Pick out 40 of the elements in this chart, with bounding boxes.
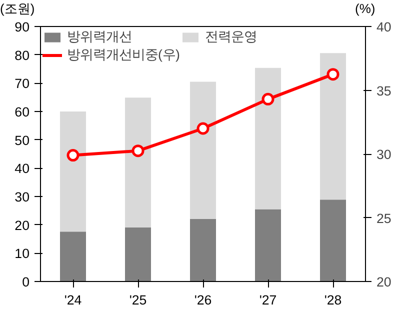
point bbox=[132, 144, 144, 158]
point bbox=[196, 122, 210, 135]
y-tick-label: 0 bbox=[22, 274, 30, 290]
bar bbox=[190, 82, 216, 219]
bar bbox=[60, 232, 86, 282]
y-tick-label: 50 bbox=[14, 132, 30, 148]
y-tick-label: 30 bbox=[14, 190, 30, 204]
bar bbox=[60, 112, 86, 232]
y2-tick-label: 20 bbox=[376, 274, 392, 290]
bar bbox=[320, 200, 346, 282]
x-tick-label: '24 bbox=[64, 292, 82, 308]
x-tick-label: '25 bbox=[129, 292, 147, 308]
legend-label: 방위력개선비중(우) bbox=[67, 46, 180, 64]
y-axis-title: (조원) bbox=[0, 0, 35, 18]
y-tick-label: 80 bbox=[14, 48, 30, 63]
y-tick-label: 90 bbox=[14, 20, 30, 34]
x-tick-label: '27 bbox=[259, 292, 277, 308]
y-tick-label: 70 bbox=[14, 76, 30, 92]
bar bbox=[320, 53, 346, 200]
y2-axis-title: (%) bbox=[355, 0, 376, 18]
y-tick-label: 20 bbox=[14, 218, 30, 233]
point bbox=[262, 92, 274, 106]
legend-label: 전력운영 bbox=[204, 28, 257, 46]
y-tick-label: 40 bbox=[14, 161, 30, 176]
y2-tick-label: 40 bbox=[376, 20, 392, 34]
bar bbox=[190, 218, 216, 282]
legend-label: 방위력개선 bbox=[67, 28, 132, 46]
bar bbox=[125, 98, 151, 228]
bar bbox=[125, 227, 151, 282]
point bbox=[66, 149, 80, 162]
x-tick-label: '26 bbox=[194, 292, 212, 308]
y-tick-label: 60 bbox=[14, 104, 30, 120]
y-tick-label: 10 bbox=[14, 246, 30, 262]
y2-tick-label: 25 bbox=[376, 210, 392, 226]
point bbox=[326, 68, 340, 81]
y2-tick-label: 30 bbox=[376, 147, 392, 162]
x-tick-label: '28 bbox=[324, 292, 342, 308]
bar bbox=[255, 68, 281, 210]
y2-tick-label: 35 bbox=[376, 83, 392, 98]
bar bbox=[255, 209, 281, 282]
